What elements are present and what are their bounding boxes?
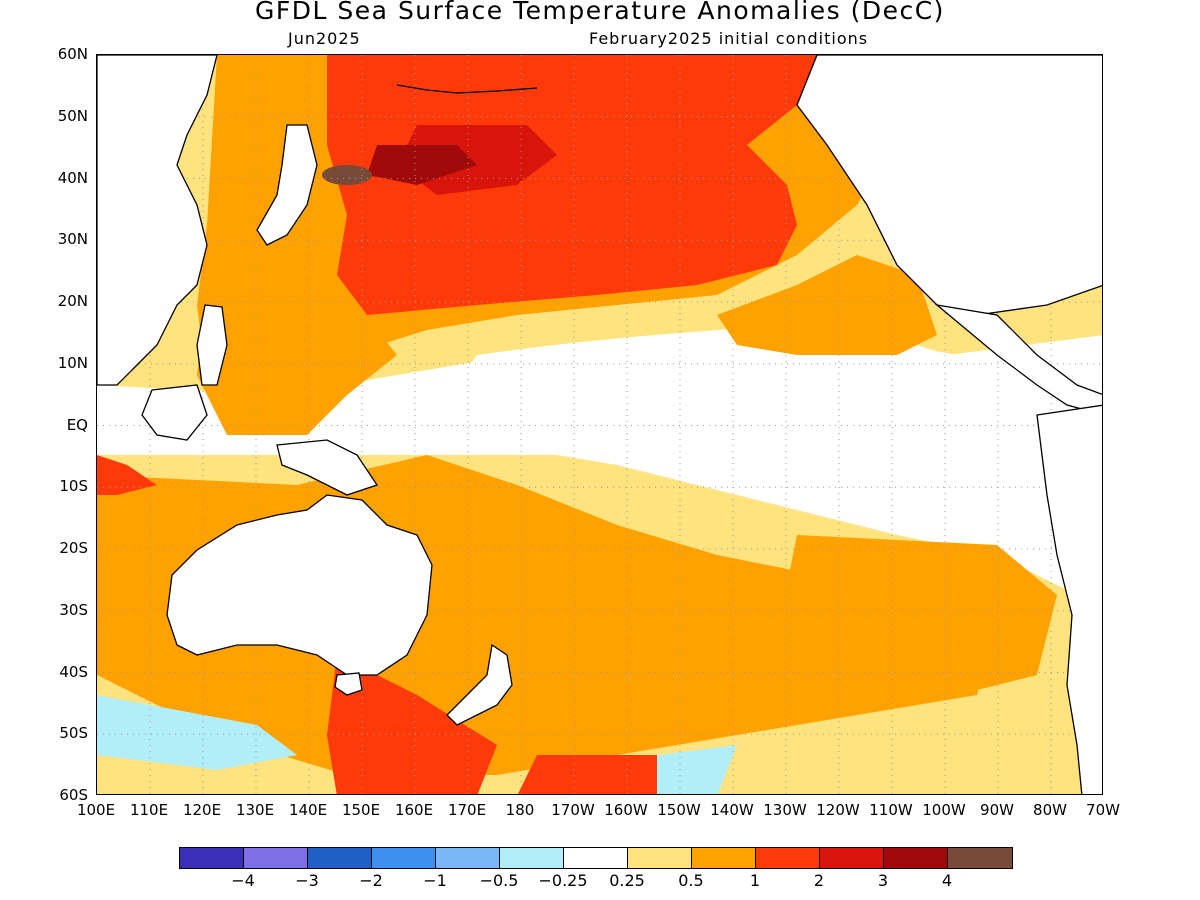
lon-tick-label: 120E xyxy=(182,801,222,819)
colorbar-tick-label: 2 xyxy=(813,871,825,890)
lat-tick-label: 50S xyxy=(59,724,88,743)
lat-tick-label: 50N xyxy=(57,106,88,125)
lon-tick-label: 160E xyxy=(394,801,434,819)
colorbar-swatch xyxy=(244,848,308,868)
colorbar-swatch xyxy=(820,848,884,868)
colorbar-swatch xyxy=(628,848,692,868)
lon-tick-label: 70W xyxy=(1086,801,1120,819)
colorbar-swatch xyxy=(948,848,1012,868)
lat-tick-label: 30N xyxy=(57,230,88,249)
lat-tick-label: EQ xyxy=(66,415,88,434)
lon-tick-label: 110W xyxy=(869,801,913,819)
lon-tick-label: 90W xyxy=(980,801,1014,819)
anomaly-region-lightblue-south xyxy=(97,695,297,770)
lon-tick-label: 110E xyxy=(129,801,169,819)
lon-tick-label: 180 xyxy=(505,801,535,819)
lon-tick-label: 150E xyxy=(341,801,381,819)
sst-anomaly-map xyxy=(97,55,1102,794)
lon-tick-label: 130E xyxy=(235,801,275,819)
colorbar-tick-label: −1 xyxy=(423,871,447,890)
anomaly-region-red-south xyxy=(327,655,497,794)
colorbar-tick-label: −2 xyxy=(359,871,383,890)
lon-tick-label: 140W xyxy=(710,801,754,819)
anomaly-region-brown-north xyxy=(322,165,372,185)
colorbar-swatch xyxy=(564,848,628,868)
anomaly-region-maroon-north xyxy=(367,145,477,185)
lat-tick-label: 10N xyxy=(57,353,88,372)
colorbar-swatch xyxy=(692,848,756,868)
colorbar-tick-label: 0.5 xyxy=(678,871,704,890)
lon-tick-label: 120W xyxy=(816,801,860,819)
lon-tick-label: 170W xyxy=(551,801,595,819)
colorbar-tick-label: −3 xyxy=(295,871,319,890)
anomaly-region-white-eq xyxy=(427,325,1102,614)
chart-title: GFDL Sea Surface Temperature Anomalies (… xyxy=(255,0,945,25)
borneo-landmass xyxy=(141,384,208,441)
anomaly-region-red-north xyxy=(327,55,817,315)
australia-landmass xyxy=(166,494,433,676)
lon-tick-label: 100E xyxy=(76,801,116,819)
colorbar-tick-label: 3 xyxy=(877,871,889,890)
lat-tick-label: 20N xyxy=(57,292,88,310)
lon-tick-label: 150W xyxy=(657,801,701,819)
colorbar-tick-label: 4 xyxy=(941,871,953,890)
lon-tick-label: 140E xyxy=(288,801,328,819)
colorbar-tick-label: −0.25 xyxy=(538,871,588,890)
anomaly-region-orange-east-north xyxy=(717,255,937,355)
colorbar-tick-label: 0.25 xyxy=(609,871,645,890)
colorbar-swatch xyxy=(436,848,500,868)
colorbar-tick-label: −0.5 xyxy=(479,871,519,890)
philippines-landmass xyxy=(196,304,228,386)
lon-tick-label: 170E xyxy=(447,801,487,819)
colorbar-swatch xyxy=(372,848,436,868)
lat-tick-label: 40N xyxy=(57,168,88,187)
coastlines xyxy=(97,55,1102,794)
lat-tick-label: 60N xyxy=(57,45,88,63)
anomaly-region-red-south-2 xyxy=(517,755,696,794)
colorbar-swatch xyxy=(884,848,948,868)
lat-tick-label: 40S xyxy=(59,662,88,681)
colorbar-tick-label: 1 xyxy=(749,871,761,890)
anomaly-region-orange-west-pacific xyxy=(197,285,397,435)
tasmania-landmass xyxy=(334,672,363,696)
new-zealand-landmass xyxy=(446,643,513,726)
lat-tick-label: 20S xyxy=(59,539,88,557)
lon-tick-label: 100W xyxy=(922,801,966,819)
lon-tick-label: 80W xyxy=(1033,801,1067,819)
lon-tick-label: 160W xyxy=(604,801,648,819)
new-guinea-landmass xyxy=(276,439,379,496)
anomaly-region-red-west xyxy=(97,455,157,495)
colorbar-swatch xyxy=(756,848,820,868)
lat-tick-label: 10S xyxy=(59,477,88,496)
map-panel xyxy=(96,54,1103,795)
colorbar xyxy=(179,847,1013,869)
lon-tick-label: 130W xyxy=(763,801,807,819)
central-america-landmass xyxy=(934,303,1102,416)
colorbar-swatch xyxy=(180,848,244,868)
forecast-month: Jun2025 xyxy=(288,29,361,48)
aleutian-islands xyxy=(396,84,538,94)
colorbar-swatch xyxy=(500,848,564,868)
colorbar-tick-label: −4 xyxy=(231,871,255,890)
south-america-landmass xyxy=(1036,404,1102,794)
colorbar-swatch xyxy=(308,848,372,868)
anomaly-region-lightblue-se xyxy=(657,745,737,794)
lat-tick-label: 30S xyxy=(59,600,88,619)
asia-landmass xyxy=(97,55,218,386)
japan-landmass xyxy=(256,124,318,246)
lat-tick-label: 60S xyxy=(59,786,88,804)
anomaly-region-orange-southeast xyxy=(777,535,1057,695)
initial-conditions-label: February2025 initial conditions xyxy=(589,29,869,48)
